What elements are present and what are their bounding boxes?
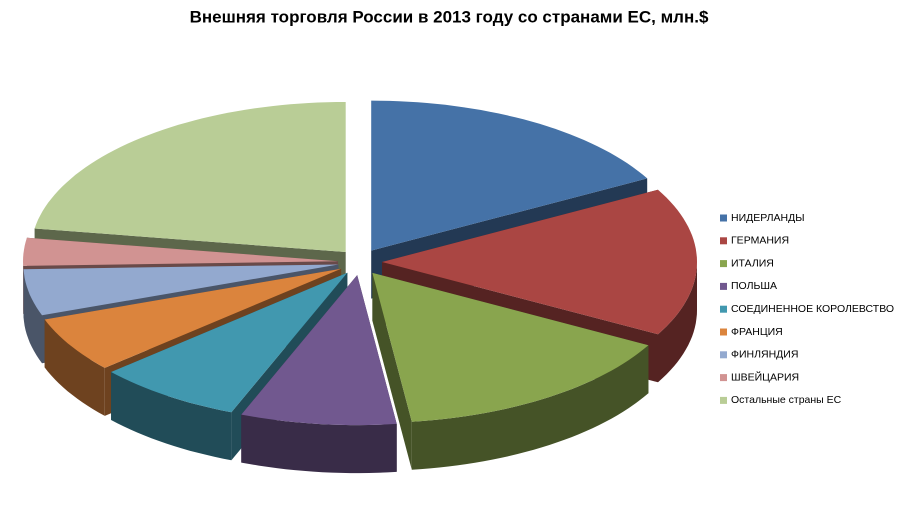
legend-swatch — [720, 260, 727, 268]
slice-side — [111, 372, 232, 461]
slice-top — [23, 264, 339, 316]
slice — [372, 272, 649, 470]
slice-side — [44, 319, 105, 416]
slice-side — [241, 414, 397, 474]
slice-top — [241, 275, 397, 426]
legend-label: Остальные страны ЕС — [731, 394, 842, 406]
legend-swatch — [720, 328, 727, 336]
legend-label: ПОЛЬША — [731, 280, 777, 292]
legend-label: СОЕДИНЕННОЕ КОРОЛЕВСТВО — [731, 303, 894, 315]
legend-swatch — [720, 237, 727, 245]
legend-swatch — [720, 374, 727, 382]
slice-top — [23, 237, 338, 266]
legend-swatch — [720, 396, 727, 404]
slice-side — [23, 269, 42, 364]
legend-label: ФИНЛЯНДИЯ — [731, 349, 798, 361]
legend-swatch — [720, 214, 727, 222]
slice-top — [382, 189, 697, 335]
legend-label: ИТАЛИЯ — [731, 257, 774, 269]
slice-cut-wall — [372, 272, 412, 470]
legend-swatch — [720, 282, 727, 290]
slice — [241, 275, 397, 474]
legend-swatch — [720, 305, 727, 313]
slice-top — [372, 272, 649, 422]
slice-top — [34, 102, 346, 252]
legend-swatch — [720, 351, 727, 359]
slice-side — [658, 262, 697, 383]
legend-label: ШВЕЙЦАРИЯ — [731, 370, 799, 383]
chart-title: Внешняя торговля России в 2013 году со с… — [190, 7, 709, 26]
slice-top — [44, 268, 342, 368]
slice-side — [411, 345, 649, 470]
slice-top — [111, 272, 348, 413]
legend-label: ГЕРМАНИЯ — [731, 235, 789, 247]
legend-label: ФРАНЦИЯ — [731, 326, 783, 338]
legend-label: НИДЕРЛАНДЫ — [731, 212, 805, 224]
slice-top — [371, 100, 648, 251]
